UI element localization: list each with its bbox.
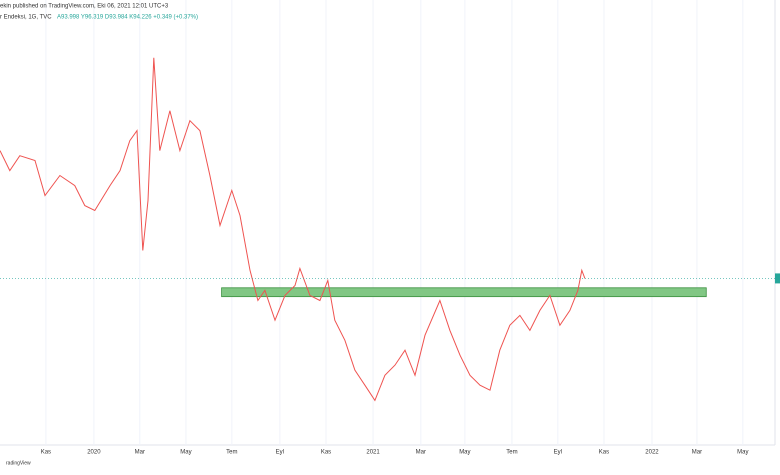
- x-tick-label: Mar: [416, 450, 426, 456]
- x-tick-label: Kas: [41, 450, 51, 456]
- x-tick-label: Kas: [599, 450, 609, 456]
- x-tick-label: Mar: [692, 450, 702, 456]
- price-line: [0, 57, 586, 402]
- zone: [221, 287, 707, 298]
- x-tick-label: Eyl: [554, 450, 562, 456]
- x-tick-label: May: [459, 450, 470, 456]
- brand: radingView: [6, 460, 31, 466]
- x-tick-label: Tem: [226, 450, 237, 456]
- x-tick-label: Tem: [506, 450, 517, 456]
- x-tick-label: May: [737, 450, 748, 456]
- x-tick-label: Kas: [321, 450, 331, 456]
- x-tick-label: Eyl: [276, 450, 284, 456]
- last-price-marker: [775, 273, 780, 284]
- symbol: r Endeksi, 1G, TVC: [0, 15, 52, 21]
- x-tick-label: 2022: [645, 450, 659, 456]
- x-tick-label: 2020: [87, 450, 101, 456]
- header: ekin published on TradingView.com, Eki 0…: [0, 4, 169, 10]
- ohlc: A93.998 Y96.319 D93.984 K94.226 +0.349 (…: [57, 15, 198, 21]
- x-tick-label: May: [180, 450, 191, 456]
- x-tick-label: 2021: [366, 450, 380, 456]
- x-tick-label: Mar: [135, 450, 145, 456]
